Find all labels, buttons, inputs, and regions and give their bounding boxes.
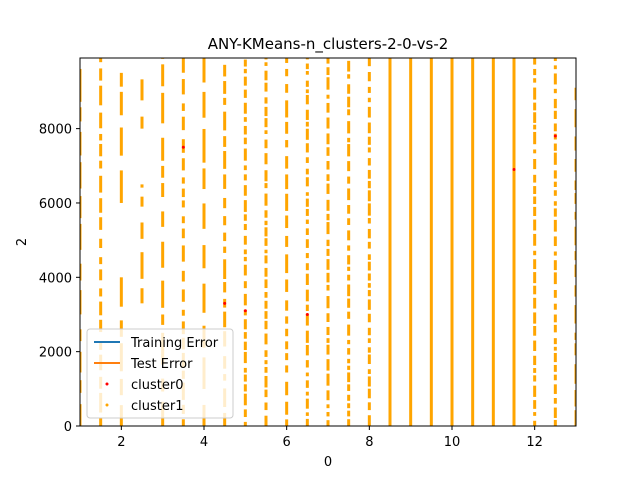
legend-label: Test Error — [130, 357, 193, 372]
x-axis-label: 0 — [324, 455, 332, 470]
legend-label: cluster0 — [131, 378, 183, 393]
x-tick-label: 12 — [526, 435, 543, 450]
legend-item: cluster1 — [105, 399, 183, 414]
legend: Training Error Test Error cluster0 cluster1 — [86, 328, 234, 419]
data-point — [223, 301, 227, 305]
y-axis-label: 2 — [15, 238, 30, 246]
x-axis: 2 4 6 8 10 12 — [117, 426, 543, 450]
legend-item: Training Error — [94, 336, 219, 351]
x-tick-label: 6 — [283, 435, 291, 450]
series-layer — [80, 58, 576, 426]
legend-item: cluster0 — [105, 378, 183, 393]
legend-marker-swatch — [105, 403, 109, 407]
x-tick-label: 4 — [200, 435, 208, 450]
chart-title: ANY-KMeans-n_clusters-2-0-vs-2 — [208, 35, 449, 54]
series-cluster0 — [181, 134, 557, 316]
y-axis: 0 2000 4000 6000 8000 — [39, 123, 80, 435]
y-tick-label: 8000 — [39, 123, 72, 138]
plot-frame — [79, 57, 577, 427]
data-point — [305, 312, 309, 316]
legend-item: Test Error — [94, 357, 193, 372]
data-point — [243, 309, 247, 313]
legend-marker-swatch — [105, 382, 109, 386]
legend-box — [86, 328, 234, 419]
legend-label: cluster1 — [131, 399, 183, 414]
legend-label: Training Error — [130, 336, 219, 351]
x-tick-label: 2 — [117, 435, 125, 450]
y-tick-label: 2000 — [39, 346, 72, 361]
data-point — [553, 134, 557, 138]
y-tick-label: 0 — [64, 420, 72, 435]
data-point — [181, 145, 185, 149]
y-tick-label: 6000 — [39, 197, 72, 212]
x-tick-label: 10 — [444, 435, 461, 450]
series-cluster1 — [80, 58, 576, 426]
y-tick-label: 4000 — [39, 271, 72, 286]
data-point — [512, 168, 516, 172]
x-tick-label: 8 — [365, 435, 373, 450]
